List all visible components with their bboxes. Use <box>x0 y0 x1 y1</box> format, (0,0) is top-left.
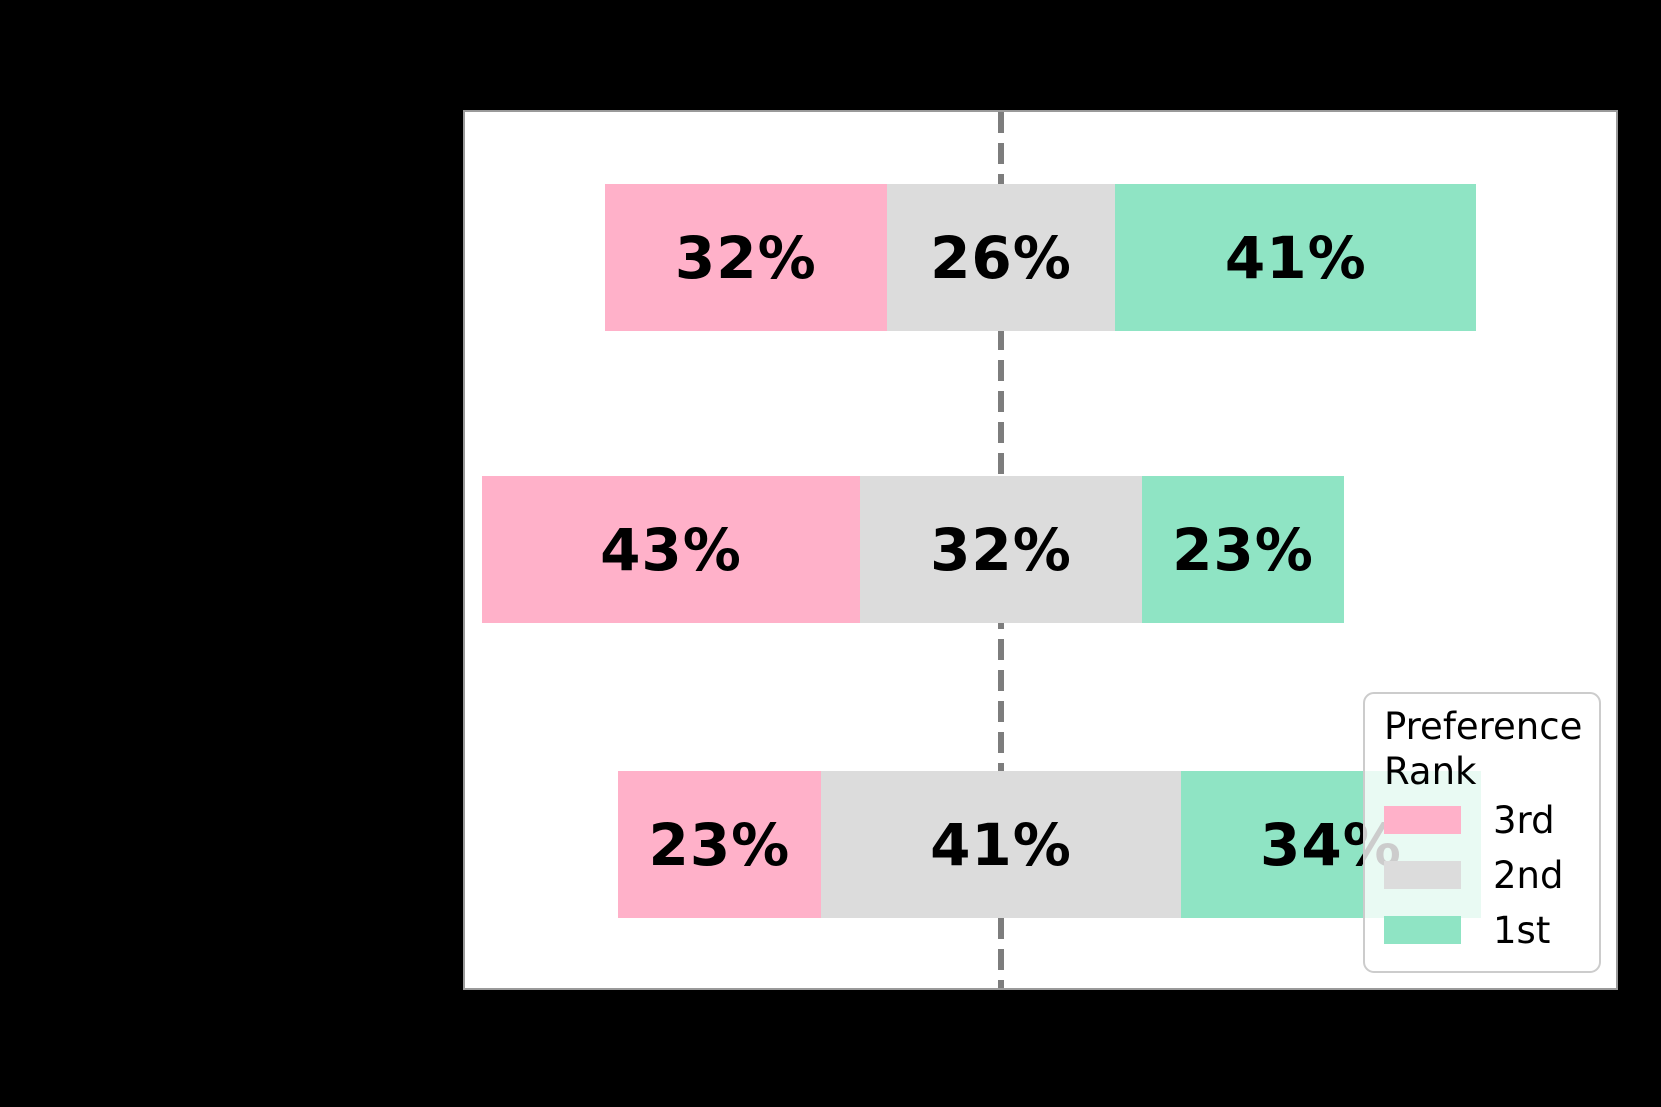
bar-segment-label: 41% <box>1224 223 1367 292</box>
bar-segment-3rd: 23% <box>618 771 821 918</box>
bar-segment-label: 32% <box>674 223 817 292</box>
bar-row: 23% 41% 34% <box>618 771 1481 918</box>
legend-swatch-2nd <box>1384 861 1461 890</box>
legend-item-1st: 1st <box>1384 909 1599 952</box>
plot-area: 32% 26% 41% 43% 32% 23% 23% <box>463 110 1618 990</box>
legend-item-label: 2nd <box>1493 853 1564 897</box>
legend-title: Preference Rank <box>1384 705 1583 794</box>
bar-segment-2nd: 26% <box>886 184 1116 331</box>
legend-item-3rd: 3rd <box>1384 799 1599 842</box>
legend-item-label: 1st <box>1493 908 1551 952</box>
bar-segment-3rd: 32% <box>605 184 887 331</box>
bar-segment-2nd: 41% <box>820 771 1182 918</box>
bar-row: 32% 26% 41% <box>605 184 1477 331</box>
legend: Preference Rank 3rd 2nd 1st <box>1363 692 1601 973</box>
bar-segment-label: 23% <box>1172 515 1314 584</box>
bar-segment-3rd: 43% <box>481 476 861 623</box>
legend-item-2nd: 2nd <box>1384 854 1599 897</box>
bar-segment-label: 26% <box>930 223 1072 292</box>
bar-segment-label: 32% <box>930 515 1072 584</box>
bar-segment-label: 43% <box>600 515 742 584</box>
bar-segment-2nd: 32% <box>860 476 1142 623</box>
legend-swatch-3rd <box>1384 806 1461 835</box>
legend-swatch-1st <box>1384 916 1461 945</box>
bar-segment-label: 23% <box>648 810 791 879</box>
bar-segment-1st: 23% <box>1141 476 1345 623</box>
legend-item-label: 3rd <box>1493 798 1555 842</box>
bar-segment-label: 41% <box>930 810 1072 879</box>
bar-segment-1st: 41% <box>1115 184 1477 331</box>
bar-row: 43% 32% 23% <box>481 476 1345 623</box>
